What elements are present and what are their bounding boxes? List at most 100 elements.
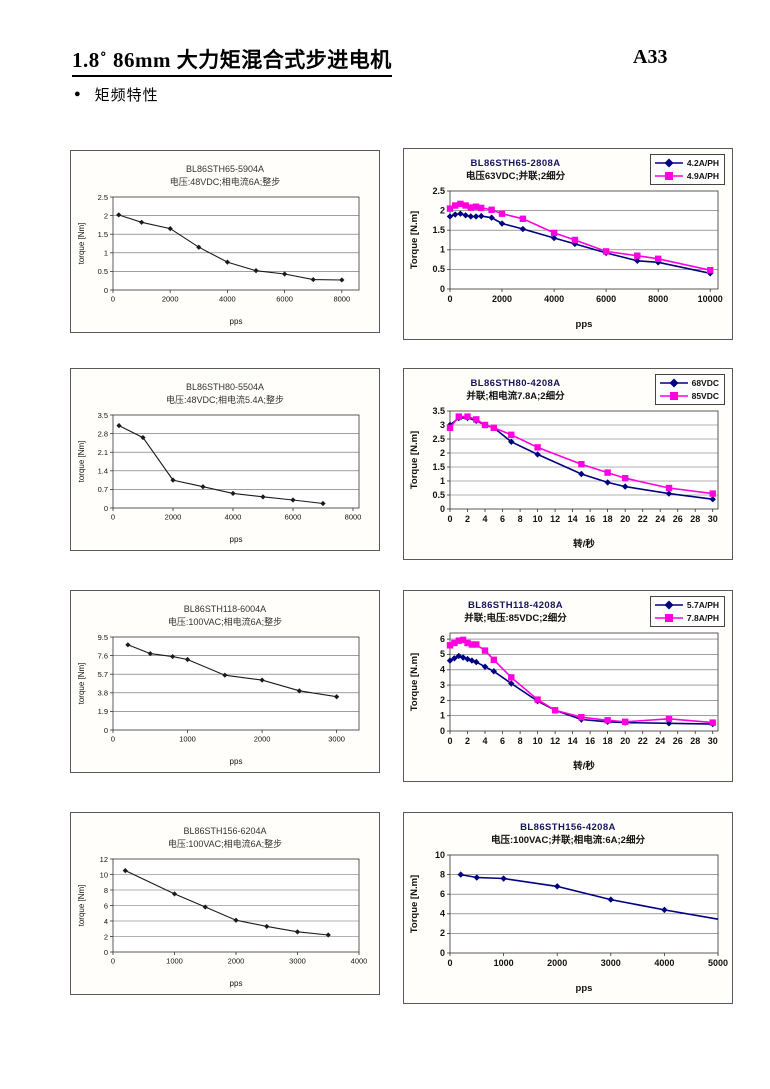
- svg-text:4000: 4000: [544, 294, 564, 304]
- svg-text:1.5: 1.5: [432, 225, 445, 235]
- svg-text:pps: pps: [576, 983, 593, 994]
- svg-text:0: 0: [111, 295, 115, 304]
- chart-header: BL86STH156-4208A 电压:100VAC;并联;相电流:6A;2细分: [404, 813, 732, 847]
- chart-plot: 0 0.7 1.4 2.1 2.8 3.5 0 2000 4000 6000 8000 pps torq…: [77, 411, 362, 544]
- svg-text:3000: 3000: [601, 958, 621, 968]
- chart-plot: 0 0.5 1 1.5 2 2.5 0 2000 4000 6000 8000 10000 pps Tor…: [409, 186, 723, 330]
- svg-text:2: 2: [440, 928, 445, 938]
- section-heading: ● 矩频特性: [74, 84, 159, 105]
- svg-text:18: 18: [603, 736, 613, 746]
- legend-item: 4.2A/PH: [654, 157, 719, 169]
- svg-text:1.5: 1.5: [432, 462, 445, 472]
- svg-text:30: 30: [708, 736, 718, 746]
- svg-text:0: 0: [111, 957, 115, 966]
- chart-panel-bl86sth65-2808a: BL86STH65-2808A 电压63VDC;并联;2细分 4.2A/PH 4.…: [403, 148, 733, 340]
- svg-text:2.5: 2.5: [432, 186, 445, 196]
- svg-text:20: 20: [620, 736, 630, 746]
- svg-text:6000: 6000: [276, 295, 293, 304]
- chart-subtitle: 电压:100VAC;相电流6A;整步: [167, 839, 283, 849]
- svg-text:8000: 8000: [345, 513, 362, 522]
- svg-text:0: 0: [447, 514, 452, 524]
- chart-plot: 00.511.522.533.50 2 4 6 8 10 12 14 16 18 20 22 24 26 2…: [409, 406, 719, 550]
- svg-text:2: 2: [440, 205, 445, 215]
- svg-text:10000: 10000: [698, 294, 723, 304]
- svg-text:1: 1: [440, 245, 445, 255]
- svg-text:7.6: 7.6: [98, 651, 108, 660]
- svg-text:4000: 4000: [351, 957, 368, 966]
- svg-text:12: 12: [550, 514, 560, 524]
- svg-text:8: 8: [440, 869, 445, 879]
- svg-text:6: 6: [500, 514, 505, 524]
- legend-item: 68VDC: [659, 377, 719, 389]
- svg-text:22: 22: [638, 736, 648, 746]
- svg-text:24: 24: [655, 736, 665, 746]
- chart-panel-bl86sth80-4208a: BL86STH80-4208A 并联;相电流7.8A;2细分 68VDC 85VD…: [403, 368, 733, 560]
- svg-text:pps: pps: [230, 979, 243, 988]
- svg-text:8: 8: [518, 736, 523, 746]
- chart-panel-bl86sth65-5904a: BL86STH65-5904A 电压:48VDC;相电流6A;整步 0 0.5 1 1…: [70, 150, 380, 333]
- svg-text:torque [Nm]: torque [Nm]: [77, 885, 86, 927]
- svg-text:转/秒: 转/秒: [573, 760, 595, 772]
- svg-text:10: 10: [435, 850, 445, 860]
- svg-text:0: 0: [111, 513, 115, 522]
- svg-text:2: 2: [440, 695, 445, 705]
- svg-text:28: 28: [690, 514, 700, 524]
- chart-panel-bl86sth80-5504a: BL86STH80-5504A 电压:48VDC;相电流5.4A;整步 0 0.7…: [70, 368, 380, 551]
- chart-subtitle: 电压:48VDC;相电流5.4A;整步: [165, 395, 285, 405]
- svg-text:30: 30: [708, 514, 718, 524]
- chart-panel-bl86sth156-6204a: BL86STH156-6204A 电压:100VAC;相电流6A;整步 0 2 4 6…: [70, 812, 380, 995]
- svg-text:0: 0: [447, 958, 452, 968]
- svg-text:pps: pps: [576, 319, 593, 330]
- chart-header: BL86STH65-5904A 电压:48VDC;相电流6A;整步: [71, 151, 379, 189]
- legend-item: 7.8A/PH: [654, 612, 719, 624]
- svg-text:3.5: 3.5: [98, 411, 108, 420]
- diamond-marker-icon: [654, 158, 683, 168]
- svg-text:2: 2: [104, 211, 108, 220]
- bullet-icon: ●: [74, 88, 81, 100]
- square-marker-icon: [659, 392, 688, 400]
- svg-text:4000: 4000: [225, 513, 242, 522]
- svg-text:2000: 2000: [547, 958, 567, 968]
- chart-plot: 0 0.5 1 1.5 2 2.5 0 2000 4000 6000 8000 pps torque […: [77, 193, 360, 326]
- chart-subtitle: 电压63VDC;并联;2细分: [465, 171, 566, 182]
- svg-text:4: 4: [440, 909, 445, 919]
- svg-text:26: 26: [673, 736, 683, 746]
- chart-header: BL86STH80-5504A 电压:48VDC;相电流5.4A;整步: [71, 369, 379, 407]
- legend-label: 4.2A/PH: [686, 158, 719, 168]
- svg-text:2.8: 2.8: [98, 429, 108, 438]
- chart-subtitle: 电压:100VAC;并联;相电流:6A;2细分: [491, 835, 645, 846]
- svg-text:3.8: 3.8: [98, 689, 108, 698]
- svg-text:1000: 1000: [166, 957, 183, 966]
- svg-text:18: 18: [603, 514, 613, 524]
- svg-text:0: 0: [440, 948, 445, 958]
- chart-plot: 0 2 4 6 8 10 0 1000 2000 3000 4000 5000 pps Torque [N…: [409, 850, 728, 994]
- chart-subtitle: 电压:100VAC;相电流6A;整步: [167, 617, 283, 627]
- svg-text:torque [Nm]: torque [Nm]: [77, 663, 86, 705]
- svg-text:5000: 5000: [708, 958, 728, 968]
- chart-title: BL86STH156-6204A: [183, 826, 267, 836]
- svg-text:22: 22: [638, 514, 648, 524]
- svg-text:0: 0: [104, 948, 108, 957]
- svg-text:0: 0: [440, 504, 445, 514]
- svg-text:2.5: 2.5: [432, 434, 445, 444]
- svg-text:1.5: 1.5: [98, 230, 108, 239]
- svg-text:8000: 8000: [648, 294, 668, 304]
- svg-text:9.5: 9.5: [98, 633, 108, 642]
- legend-label: 68VDC: [691, 378, 719, 388]
- svg-text:pps: pps: [230, 535, 243, 544]
- svg-text:2: 2: [465, 736, 470, 746]
- svg-text:Torque [N.m]: Torque [N.m]: [409, 875, 420, 933]
- svg-text:6: 6: [440, 889, 445, 899]
- svg-text:0.5: 0.5: [432, 490, 445, 500]
- svg-text:8: 8: [518, 514, 523, 524]
- svg-text:1: 1: [104, 249, 108, 258]
- svg-text:4: 4: [440, 665, 445, 675]
- svg-text:6: 6: [104, 901, 108, 910]
- svg-text:Torque [N.m]: Torque [N.m]: [409, 211, 420, 269]
- svg-text:3000: 3000: [289, 957, 306, 966]
- svg-text:2: 2: [440, 448, 445, 458]
- svg-text:12: 12: [550, 736, 560, 746]
- svg-text:3000: 3000: [328, 735, 345, 744]
- svg-text:3: 3: [440, 680, 445, 690]
